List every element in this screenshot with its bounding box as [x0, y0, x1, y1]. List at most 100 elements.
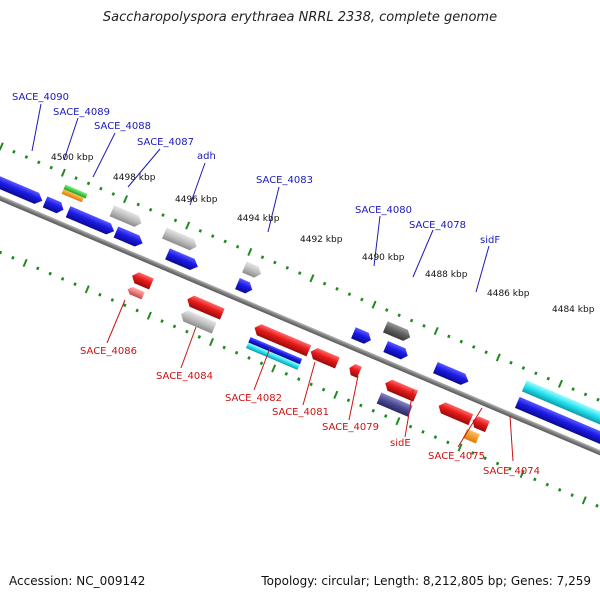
reverse-strand-genes [127, 272, 490, 444]
gene-arrow [385, 379, 418, 402]
gene-arrow [132, 272, 154, 290]
minor-tick [185, 329, 189, 334]
minor-tick [446, 440, 450, 445]
genome-summary-text: Topology: circular; Length: 8,212,805 bp… [261, 574, 591, 588]
gene-arrow [65, 206, 115, 235]
major-tick [146, 311, 152, 320]
major-tick [371, 300, 377, 309]
minor-tick [508, 466, 512, 471]
minor-tick [48, 271, 52, 276]
gene-arrow [235, 278, 253, 294]
minor-tick [234, 350, 239, 355]
minor-tick [86, 181, 91, 186]
accession-text: Accession: NC_009142 [9, 574, 146, 588]
minor-tick [49, 165, 53, 170]
minor-tick [470, 451, 475, 455]
major-tick [433, 326, 439, 336]
gene-label: SACE_4083 [256, 175, 313, 186]
minor-tick [0, 250, 3, 255]
minor-tick [73, 282, 77, 287]
major-tick [0, 142, 4, 151]
minor-tick [172, 324, 177, 329]
gene-box [63, 184, 88, 199]
gene-box [376, 392, 413, 417]
minor-tick [211, 234, 215, 239]
gene-label: SACE_4080 [355, 205, 412, 216]
gene-label: SACE_4081 [272, 407, 329, 418]
gene-arrow [242, 261, 262, 278]
upper-tick-row [0, 142, 600, 402]
minor-tick [459, 339, 464, 344]
minor-tick [273, 260, 277, 265]
minor-tick [222, 345, 226, 350]
minor-tick [471, 345, 476, 349]
minor-tick [11, 255, 15, 260]
minor-tick [284, 371, 289, 376]
minor-tick [533, 477, 537, 482]
minor-tick [296, 377, 301, 381]
minor-tick [509, 360, 513, 365]
minor-tick [322, 281, 327, 286]
gene-box [248, 336, 303, 365]
minor-tick [161, 213, 165, 217]
gene-box [463, 428, 480, 444]
minor-tick [383, 414, 388, 418]
minor-tick [136, 202, 140, 207]
tick-label: 4492 kbp [300, 235, 343, 245]
major-tick [22, 258, 28, 268]
major-tick [247, 247, 253, 256]
minor-tick [596, 397, 600, 402]
minor-tick [223, 239, 227, 244]
tick-label: 4494 kbp [237, 214, 280, 224]
minor-tick [397, 313, 401, 318]
forward-gene-labels: SACE_4090 SACE_4089 SACE_4088 SACE_4087 … [12, 92, 500, 246]
gene-label: SACE_4079 [322, 422, 379, 433]
gene-label: SACE_4078 [409, 220, 466, 231]
gene-arrow [127, 286, 145, 300]
minor-tick [595, 503, 599, 508]
tick-label: 4484 kbp [552, 305, 595, 315]
gene-label: SACE_4084 [156, 371, 213, 382]
minor-tick [495, 461, 500, 466]
gene-arrow [187, 295, 225, 320]
gene-label: adh [197, 151, 216, 162]
tick-label: 4490 kbp [362, 253, 405, 263]
minor-tick [198, 229, 203, 233]
minor-tick [359, 403, 363, 408]
major-tick [271, 364, 277, 373]
gene-label: SACE_4089 [53, 107, 110, 118]
minor-tick [36, 266, 40, 271]
minor-tick [433, 435, 438, 440]
gene-arrow [109, 205, 142, 227]
minor-tick [583, 392, 588, 397]
gene-arrow [351, 327, 371, 344]
minor-tick [135, 308, 139, 313]
minor-tick [173, 218, 178, 223]
major-tick [123, 195, 129, 204]
forward-feature-row [61, 184, 600, 432]
major-tick [495, 353, 501, 362]
minor-tick [37, 160, 41, 165]
minor-tick [60, 277, 65, 281]
minor-tick [285, 265, 290, 270]
minor-tick [260, 255, 265, 260]
minor-tick [521, 366, 526, 370]
major-tick [395, 417, 401, 426]
gene-label: SACE_4086 [80, 346, 137, 357]
minor-tick [557, 488, 562, 492]
minor-tick [571, 387, 575, 392]
gene-label: SACE_4088 [94, 121, 151, 132]
gene-label: SACE_4074 [483, 466, 540, 477]
gene-label: SACE_4075 [428, 451, 485, 462]
minor-tick [74, 176, 78, 181]
major-tick [457, 443, 463, 452]
major-tick [309, 274, 315, 283]
gene-label: sidE [390, 438, 411, 449]
minor-tick [371, 408, 376, 413]
lower-tick-row [0, 250, 599, 508]
gene-arrow [254, 324, 312, 357]
minor-tick [259, 361, 264, 366]
minor-tick [12, 149, 16, 154]
minor-tick [247, 356, 251, 360]
minor-tick [99, 186, 103, 191]
